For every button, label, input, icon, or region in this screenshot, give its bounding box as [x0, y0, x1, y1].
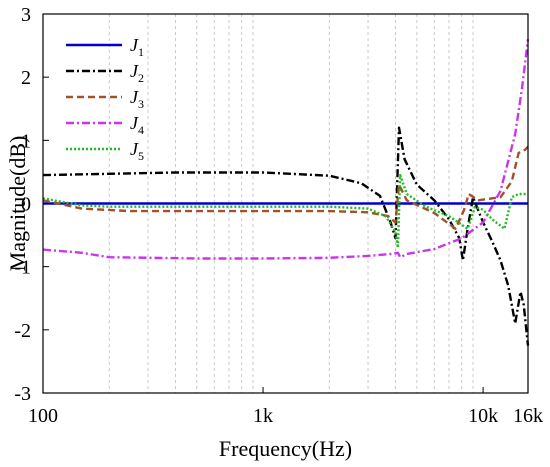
y-tick-label: -1: [14, 257, 31, 279]
y-axis-label: Magnitude(dB): [5, 136, 30, 272]
y-tick-label: -3: [14, 383, 31, 405]
y-tick-label: 0: [21, 194, 31, 216]
legend-label-j2: J2: [130, 61, 144, 85]
legend-label-name: J: [130, 35, 139, 55]
x-tick-label: 1k: [253, 405, 273, 427]
x-tick-label: 100: [28, 405, 58, 427]
x-tick-label: 16k: [513, 405, 543, 427]
legend-label-subscript: 3: [138, 97, 144, 111]
axis-ticks: 100 1k 10k 16k -3 -2 -1 0 1 2 3: [14, 4, 543, 427]
x-tick-label: 10k: [468, 405, 498, 427]
legend-label-name: J: [130, 113, 139, 133]
legend-label-j3: J3: [130, 87, 144, 111]
legend-label-subscript: 5: [138, 149, 144, 163]
legend-label-j5: J5: [130, 139, 144, 163]
legend-label-subscript: 1: [138, 45, 144, 59]
legend-label-name: J: [130, 61, 139, 81]
series-line-j2: [42, 126, 530, 346]
legend-label-j4: J4: [130, 113, 144, 137]
legend-label-name: J: [130, 87, 139, 107]
y-tick-label: -2: [14, 320, 31, 342]
legend-label-subscript: 2: [138, 71, 144, 85]
y-tick-label: 1: [21, 130, 31, 152]
y-tick-label: 3: [21, 4, 31, 26]
y-tick-label: 2: [21, 67, 31, 89]
series-lines: [42, 39, 530, 346]
legend-label-name: J: [130, 139, 139, 159]
legend-label-j1: J1: [130, 35, 144, 59]
x-axis-label: Frequency(Hz): [219, 436, 352, 461]
series-line-j3: [42, 145, 529, 230]
legend-label-subscript: 4: [138, 123, 144, 137]
series-line-j4: [42, 39, 530, 260]
